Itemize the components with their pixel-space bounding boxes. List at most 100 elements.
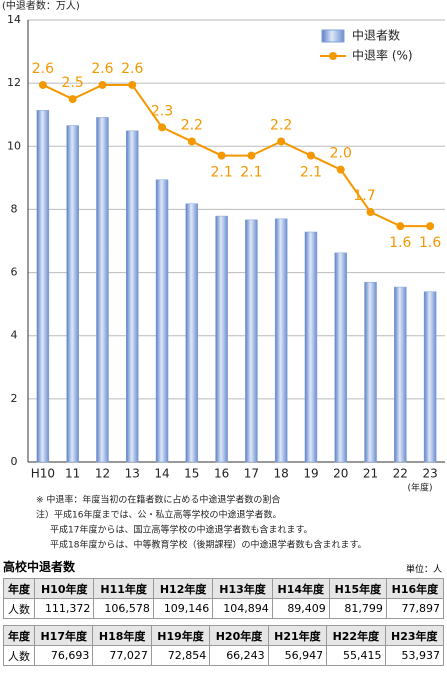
- data-label: 2.2: [181, 117, 203, 133]
- table-cell: H17年度: [33, 625, 94, 646]
- data-label: 2.5: [62, 75, 84, 91]
- table-cell: H18年度: [92, 625, 152, 646]
- point: [396, 222, 405, 231]
- note: ※ 中退率：年度当初の在籍者数に占める中途退学者数の割合: [36, 494, 280, 506]
- bar: [274, 218, 288, 463]
- table-unit: 単位：人: [405, 565, 442, 575]
- table-cell: 109,146: [152, 598, 214, 619]
- x-tick-label: 22: [393, 467, 408, 481]
- y-tick-label: 2: [11, 392, 18, 405]
- data-label: 2.3: [151, 103, 173, 119]
- bar: [364, 281, 377, 463]
- x-tick-label: 20: [333, 467, 348, 481]
- data-label: 2.0: [330, 146, 352, 162]
- table-cell: 55,415: [326, 645, 386, 666]
- point: [336, 165, 345, 174]
- bar: [304, 231, 318, 463]
- table-cell: H15年度: [328, 578, 387, 599]
- table: 年度 H10年度 H11年度 H12年度 H13年度 H14年度 H15年度 H16年度 人数 1…: [3, 578, 445, 619]
- table-cell: H11年度: [93, 578, 154, 599]
- bar: [36, 110, 50, 463]
- bar: [66, 125, 79, 463]
- y-tick-label: 10: [7, 139, 21, 152]
- table-cell: 人数: [3, 598, 35, 619]
- point: [68, 95, 77, 104]
- table-cell: 66,243: [209, 645, 269, 666]
- point: [366, 208, 375, 217]
- point: [306, 151, 315, 160]
- table-cell: H23年度: [384, 625, 445, 646]
- table-cell: 104,894: [212, 598, 273, 619]
- data-label: 1.7: [353, 188, 375, 204]
- bar: [423, 291, 437, 463]
- table-cell: 111,372: [33, 598, 95, 619]
- y-tick-label: 14: [7, 13, 21, 26]
- data-label: 1.6: [419, 235, 441, 251]
- point: [128, 80, 137, 89]
- x-tick-label: 17: [244, 467, 259, 481]
- legend-label: 中退者数: [352, 28, 400, 43]
- table: 年度 H17年度 H18年度 H19年度 H20年度 H21年度 H22年度 H23年度 人数 7…: [3, 625, 445, 666]
- table-cell: H16年度: [385, 578, 445, 599]
- y-tick-label: 8: [11, 202, 18, 215]
- table-cell: 77,897: [385, 598, 445, 619]
- point: [426, 222, 435, 231]
- bar: [126, 130, 139, 463]
- point: [158, 123, 167, 132]
- x-tick-label: 18: [274, 467, 289, 481]
- table-cell: 年度: [3, 578, 35, 599]
- x-tick-label: 12: [95, 467, 110, 481]
- x-tick-label: 19: [303, 467, 318, 481]
- table-cell: H10年度: [33, 578, 95, 599]
- bar: [185, 203, 199, 463]
- legend-swatch: [329, 52, 337, 60]
- note: 注）平成16年度までは、公・私立高等学校の中途退学者数。: [36, 509, 281, 521]
- x-tick-label: 13: [125, 467, 140, 481]
- table-cell: 年度: [3, 625, 35, 646]
- x-tick-label: 23: [422, 467, 437, 481]
- point: [38, 80, 47, 89]
- x-axis-label: (年度): [407, 482, 432, 494]
- data-label: 1.6: [389, 235, 411, 251]
- x-tick-label: 15: [184, 467, 199, 481]
- chart: (中退者数：万人) (年度) 0 2 4 6 8 10 12 14 H10 11 12 13 14 15 1…: [2, 0, 445, 551]
- y-tick-label: 6: [11, 266, 18, 279]
- table-cell: 76,693: [33, 645, 94, 666]
- note: 平成18年度からは、中等教育学校（後期課程）の中途退学者数も含まれます。: [50, 539, 367, 551]
- y-tick-label: 12: [7, 76, 21, 89]
- y-tick-label: 0: [11, 455, 18, 468]
- point: [247, 151, 256, 160]
- bar: [215, 215, 228, 463]
- line: [42, 83, 431, 228]
- table-cell: H14年度: [271, 578, 330, 599]
- table-title: 高校中退者数: [3, 560, 76, 574]
- table-cell: 人数: [3, 645, 35, 666]
- x-tick-label: 16: [214, 467, 229, 481]
- y-tick-label: 4: [11, 329, 18, 342]
- x-tick-label: H10: [31, 467, 55, 481]
- table-cell: 77,027: [92, 645, 152, 666]
- bar: [334, 252, 347, 463]
- data-label: 2.6: [121, 61, 143, 77]
- table-cell: H13年度: [212, 578, 273, 599]
- bar: [245, 219, 258, 463]
- note: 平成17年度からは、国立高等学校の中途退学者数も含まれます。: [50, 524, 313, 536]
- table-cell: H20年度: [209, 625, 269, 646]
- table-cell: 56,947: [267, 645, 328, 666]
- table-cell: 106,578: [93, 598, 154, 619]
- table-cell: H21年度: [267, 625, 328, 646]
- data-label: 2.1: [300, 165, 322, 181]
- point: [187, 137, 196, 146]
- bar: [96, 117, 109, 463]
- legend-label: 中退率 (%): [352, 48, 413, 63]
- data-label: 2.6: [32, 61, 54, 77]
- table-cell: 89,409: [271, 598, 330, 619]
- data-label: 2.6: [91, 61, 113, 77]
- table-cell: 72,854: [150, 645, 211, 666]
- legend-swatch: [321, 29, 345, 43]
- data-label: 2.2: [270, 117, 292, 133]
- y-axis-label: (中退者数：万人): [2, 0, 80, 12]
- point: [98, 80, 107, 89]
- table-cell: 81,799: [328, 598, 387, 619]
